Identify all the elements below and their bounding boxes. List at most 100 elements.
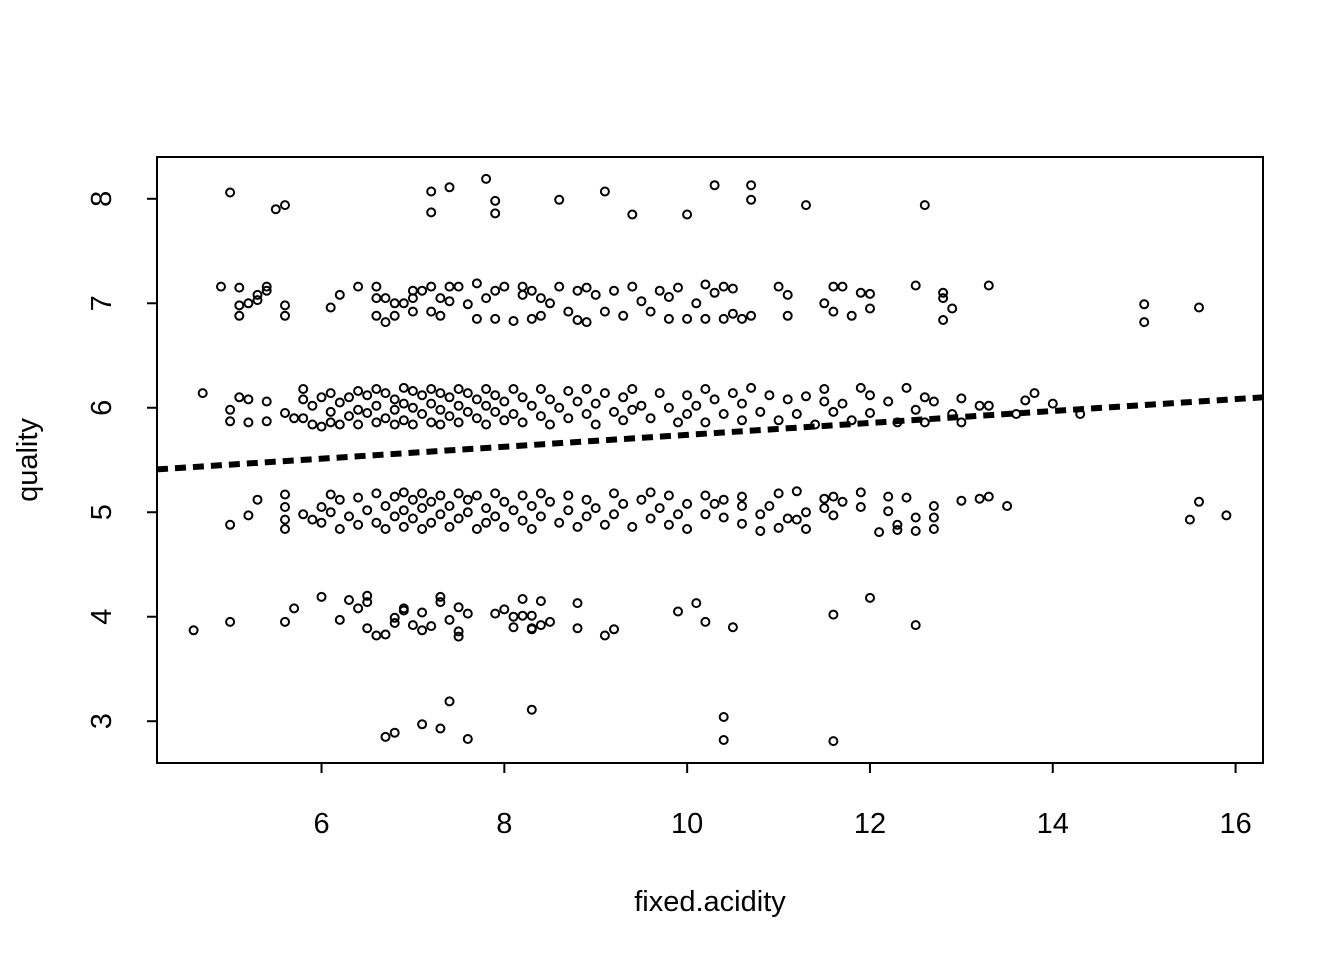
data-point: [764, 390, 775, 401]
data-point: [371, 488, 382, 499]
data-point: [471, 490, 482, 501]
data-point: [453, 488, 464, 499]
data-point: [837, 281, 848, 292]
data-point: [855, 502, 866, 512]
data-point: [746, 180, 757, 191]
data-point: [737, 398, 747, 409]
data-point: [663, 292, 674, 302]
data-point: [362, 505, 373, 516]
data-point: [883, 506, 894, 517]
data-point: [325, 417, 336, 428]
data-point: [563, 505, 574, 516]
data-point: [453, 631, 464, 642]
data-point: [462, 734, 473, 744]
data-point: [481, 173, 492, 184]
data-point: [444, 281, 455, 292]
data-point: [398, 398, 409, 409]
data-point: [654, 285, 665, 296]
data-point: [956, 495, 967, 506]
data-point: [682, 524, 693, 534]
data-point: [554, 194, 565, 205]
data-point: [1002, 501, 1013, 511]
data-point: [819, 396, 830, 407]
data-point: [1139, 299, 1150, 310]
data-point: [609, 406, 619, 417]
data-point: [490, 406, 501, 417]
data-point: [727, 308, 738, 319]
data-point: [417, 524, 428, 534]
data-point: [499, 604, 510, 615]
data-point: [334, 494, 345, 505]
data-point: [417, 488, 428, 499]
data-point: [261, 281, 272, 292]
data-point: [737, 491, 747, 502]
data-point: [901, 492, 912, 503]
data-point: [426, 417, 437, 428]
data-point: [590, 419, 601, 430]
data-point: [928, 512, 939, 523]
data-point: [417, 390, 428, 401]
data-point: [535, 310, 546, 321]
data-point: [919, 200, 930, 211]
data-point: [673, 509, 683, 520]
data-point: [828, 609, 839, 620]
data-point: [627, 281, 638, 292]
data-point: [307, 419, 318, 430]
data-point: [599, 306, 610, 317]
data-point: [746, 194, 757, 205]
data-point: [243, 510, 254, 521]
data-point: [581, 282, 592, 293]
x-axis-title: fixed.acidity: [634, 886, 786, 918]
data-point: [417, 625, 428, 636]
data-point: [627, 209, 638, 220]
data-point: [645, 306, 656, 317]
data-point: [654, 503, 665, 514]
data-point: [380, 293, 391, 304]
data-point: [563, 413, 574, 424]
data-point: [910, 404, 921, 415]
data-point: [938, 287, 949, 298]
data-point: [709, 498, 720, 509]
data-point: [481, 419, 492, 430]
data-point: [499, 396, 510, 407]
data-point: [389, 727, 400, 738]
data-point: [517, 490, 528, 501]
data-point: [928, 501, 939, 511]
data-point: [974, 400, 985, 411]
data-point: [325, 406, 336, 417]
data-point: [344, 411, 354, 422]
data-point: [700, 509, 711, 520]
data-point: [316, 591, 327, 602]
data-point: [380, 501, 391, 511]
data-point: [526, 704, 537, 715]
data-point: [371, 384, 382, 394]
data-point: [581, 409, 592, 419]
data-point: [535, 384, 546, 394]
data-point: [572, 623, 583, 634]
data-point: [316, 392, 327, 403]
data-point: [819, 503, 830, 514]
data-point: [426, 384, 437, 394]
data-point: [517, 392, 528, 403]
data-point: [545, 298, 555, 309]
data-point: [517, 289, 528, 300]
data-point: [910, 280, 921, 291]
data-point: [380, 317, 391, 328]
data-point: [389, 618, 400, 628]
data-point: [389, 298, 400, 309]
data-point: [773, 488, 784, 499]
data-point: [581, 384, 592, 394]
data-point: [389, 310, 400, 321]
data-point: [828, 306, 839, 317]
data-point: [471, 394, 482, 405]
data-point: [389, 394, 400, 405]
data-point: [563, 386, 574, 396]
data-point: [526, 313, 537, 324]
data-point: [344, 511, 354, 522]
data-point: [353, 419, 364, 430]
data-point: [435, 509, 446, 520]
data-point: [280, 200, 290, 211]
data-point: [444, 614, 455, 625]
data-point: [453, 281, 464, 292]
data-point: [865, 390, 875, 401]
